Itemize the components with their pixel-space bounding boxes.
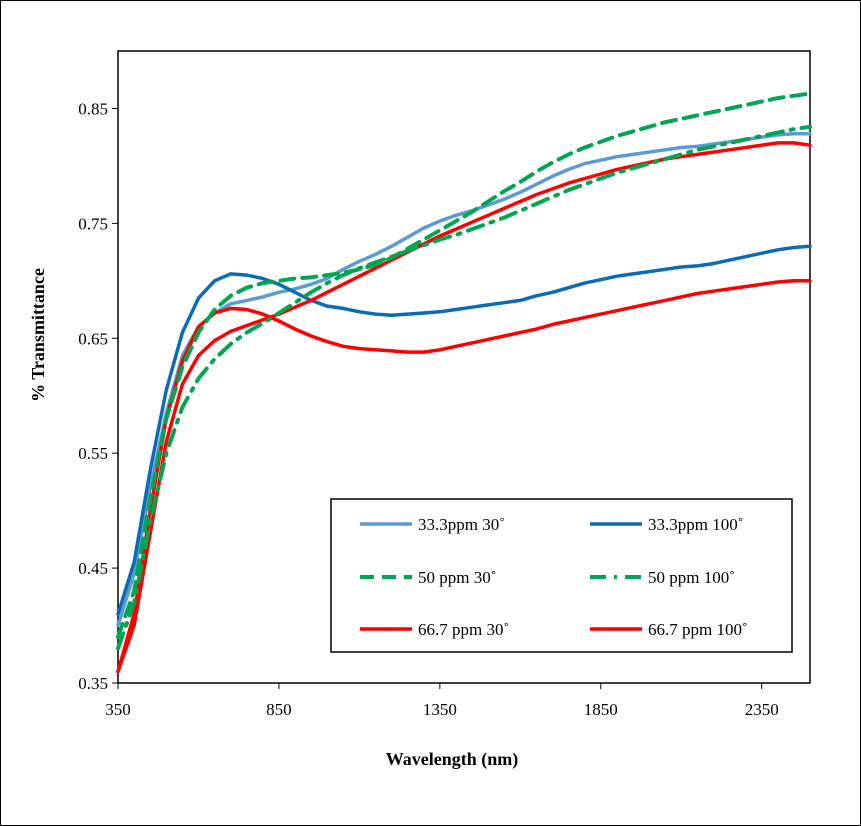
y-axis-title: % Transmittance (28, 268, 48, 402)
x-tick-label: 850 (266, 700, 292, 719)
series-line-1 (116, 244, 812, 616)
series-layer (116, 91, 812, 674)
series-line-2 (116, 91, 812, 639)
y-tick-label: 0.65 (78, 329, 108, 348)
x-tick-label: 350 (105, 700, 131, 719)
legend-label: 33.3ppm 100˚ (648, 515, 743, 534)
x-tick-label: 2350 (745, 700, 779, 719)
axis-layer: 0.35 0.45 0.55 0.65 0.75 0.85 350 850 1350 1850 23… (78, 99, 778, 719)
series-line-5 (116, 279, 812, 674)
series-line-4 (116, 141, 812, 674)
y-tick-label: 0.45 (78, 559, 108, 578)
y-tick-label: 0.55 (78, 444, 108, 463)
x-tick-label: 1850 (584, 700, 618, 719)
y-tick-label: 0.75 (78, 214, 108, 233)
legend-label: 50 ppm 100˚ (648, 568, 735, 587)
x-axis-title: Wavelength (nm) (386, 749, 519, 770)
y-tick-label: 0.35 (78, 674, 108, 693)
legend: 33.3ppm 30˚ 33.3ppm 100˚ 50 ppm 30˚ 50 ppm … (330, 498, 793, 653)
legend-label: 33.3ppm 30˚ (418, 515, 505, 534)
y-tick-label: 0.85 (78, 99, 108, 118)
legend-label: 50 ppm 30˚ (418, 568, 496, 587)
legend-label: 66.7 ppm 30˚ (418, 620, 509, 639)
x-tick-label: 1350 (423, 700, 457, 719)
series-line-0 (116, 131, 812, 628)
legend-label: 66.7 ppm 100˚ (648, 620, 748, 639)
